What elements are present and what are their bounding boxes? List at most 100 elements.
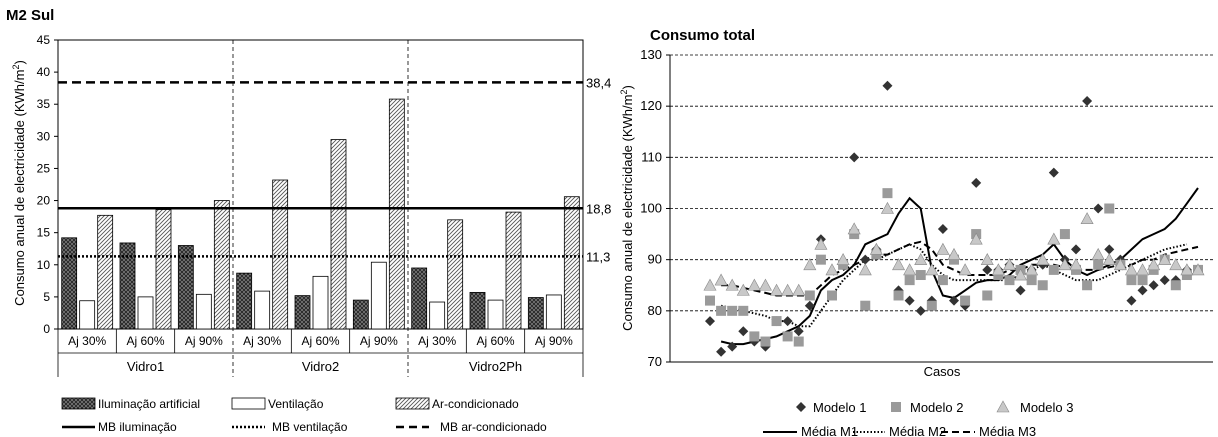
legend-item-mb-ar-condicionado: MB ar-condicionado bbox=[396, 420, 547, 434]
y-tick-label: 15 bbox=[37, 226, 51, 240]
data-point-modelo-1 bbox=[1148, 280, 1159, 291]
x-tick-label: Aj 90% bbox=[185, 334, 223, 348]
data-point-modelo-3 bbox=[1147, 258, 1161, 271]
data-point-modelo-3 bbox=[1025, 263, 1039, 276]
data-point-modelo-3 bbox=[758, 278, 772, 291]
data-point-modelo-3 bbox=[770, 283, 784, 296]
bar bbox=[487, 299, 504, 330]
y-tick-label: 110 bbox=[641, 149, 662, 164]
gridlines bbox=[670, 54, 1213, 312]
data-point-modelo-3 bbox=[1113, 258, 1127, 271]
data-point-modelo-1 bbox=[1015, 285, 1026, 296]
reference-value-label: 11,3 bbox=[586, 249, 610, 264]
y-tick-label: 30 bbox=[37, 129, 51, 143]
bar bbox=[236, 272, 253, 330]
bars bbox=[61, 98, 580, 330]
data-point-modelo-3 bbox=[703, 278, 717, 291]
data-point-modelo-3 bbox=[836, 253, 850, 265]
legend-swatch-ventilacao bbox=[231, 397, 266, 410]
data-point-modelo-2 bbox=[716, 305, 727, 316]
mean-line bbox=[721, 240, 1199, 297]
data-point-modelo-2 bbox=[782, 331, 793, 342]
data-point-modelo-2 bbox=[926, 300, 937, 311]
data-point-modelo-3 bbox=[880, 201, 894, 214]
data-point-modelo-2 bbox=[793, 336, 804, 347]
x-axis-categories: Aj 30% Aj 60% Aj 90% Aj 30% Aj 60% Aj 90% Aj 3… bbox=[57, 40, 584, 377]
data-point-modelo-3 bbox=[781, 283, 795, 296]
data-point-modelo-1 bbox=[1137, 285, 1148, 296]
data-point-modelo-2 bbox=[760, 336, 771, 347]
bar bbox=[330, 139, 347, 330]
legend-label-mb-ar-condicionado: MB ar-condicionado bbox=[440, 420, 547, 434]
data-point-modelo-3 bbox=[936, 242, 950, 255]
y-tick-label: 80 bbox=[648, 303, 662, 318]
data-point-modelo-3 bbox=[1102, 253, 1116, 265]
y-tick-label: 35 bbox=[37, 97, 51, 111]
y-tick-label: 40 bbox=[37, 65, 51, 79]
bar bbox=[388, 98, 405, 330]
data-point-modelo-2 bbox=[904, 275, 915, 286]
data-point-modelo-2 bbox=[738, 305, 749, 316]
bar bbox=[411, 267, 428, 330]
data-point-modelo-3 bbox=[1191, 263, 1205, 276]
data-point-modelo-1 bbox=[904, 295, 915, 306]
bar bbox=[545, 294, 562, 330]
data-point-modelo-3 bbox=[914, 253, 928, 265]
data-point-modelo-1 bbox=[937, 223, 948, 234]
reference-value-label: 18,8 bbox=[586, 201, 611, 216]
legend-item-mb-ventilacao: MB ventilação bbox=[232, 420, 348, 434]
legend-item-modelo-1: Modelo 1 bbox=[796, 400, 866, 415]
legend-swatch-ar-condicionado bbox=[395, 397, 430, 410]
data-point-modelo-3 bbox=[1014, 268, 1028, 281]
data-points bbox=[703, 80, 1205, 357]
data-point-modelo-3 bbox=[714, 273, 728, 286]
data-point-modelo-3 bbox=[792, 283, 806, 296]
bar bbox=[254, 290, 271, 330]
bar bbox=[429, 301, 446, 330]
data-point-modelo-1 bbox=[949, 295, 959, 306]
data-point-modelo-1 bbox=[727, 341, 738, 352]
data-point-modelo-2 bbox=[804, 290, 815, 301]
data-point-modelo-2 bbox=[1048, 264, 1059, 275]
legend: Modelo 1 Modelo 2 Modelo 3 Média M1 Médi… bbox=[763, 400, 1073, 437]
data-point-modelo-2 bbox=[860, 300, 871, 311]
data-point-modelo-2 bbox=[815, 254, 826, 265]
legend-item-mb-iluminacao: MB iluminação bbox=[62, 420, 177, 434]
data-point-modelo-3 bbox=[847, 222, 861, 235]
bar bbox=[195, 293, 212, 330]
data-point-modelo-3 bbox=[814, 237, 828, 250]
legend-label-media-m3: Média M3 bbox=[979, 424, 1036, 437]
data-point-modelo-3 bbox=[869, 242, 883, 255]
legend-label-mb-iluminacao: MB iluminação bbox=[98, 420, 177, 434]
data-point-modelo-1 bbox=[982, 264, 993, 275]
x-axis-label: Casos bbox=[924, 364, 961, 379]
y-axis-label: Consumo anual de electricidade (KWh/m2) bbox=[619, 85, 635, 331]
group-label: Vidro2 bbox=[302, 359, 339, 374]
data-point-modelo-2 bbox=[1137, 275, 1148, 286]
data-point-modelo-2 bbox=[960, 295, 971, 306]
data-point-modelo-3 bbox=[991, 263, 1005, 276]
data-point-modelo-3 bbox=[858, 263, 872, 276]
y-axis-ticks: 0 5 10 15 20 25 30 35 40 45 bbox=[37, 33, 58, 336]
data-point-modelo-1 bbox=[1071, 244, 1081, 255]
bar bbox=[469, 291, 486, 330]
data-point-modelo-1 bbox=[1104, 244, 1115, 255]
data-point-modelo-3 bbox=[1069, 258, 1083, 271]
data-point-modelo-2 bbox=[937, 275, 948, 286]
data-point-modelo-3 bbox=[825, 263, 839, 276]
data-point-modelo-3 bbox=[892, 258, 906, 271]
y-tick-label: 0 bbox=[43, 322, 50, 336]
mean-line bbox=[720, 243, 1188, 328]
legend-item-modelo-3: Modelo 3 bbox=[996, 400, 1073, 415]
data-point-modelo-2 bbox=[1026, 275, 1037, 286]
data-point-modelo-2 bbox=[893, 290, 904, 301]
y-axis-ticks: 70 80 90 100 110 120 130 bbox=[640, 47, 670, 369]
scatter-chart-consumo-total: Consumo total Consumo anual de electrici… bbox=[619, 27, 1213, 437]
data-point-modelo-1 bbox=[738, 326, 749, 337]
legend-item-media-m1: Média M1 bbox=[763, 424, 858, 437]
legend-label-modelo-1: Modelo 1 bbox=[813, 400, 866, 415]
data-point-modelo-3 bbox=[969, 232, 983, 245]
data-point-modelo-2 bbox=[982, 290, 993, 301]
data-point-modelo-1 bbox=[716, 346, 727, 357]
